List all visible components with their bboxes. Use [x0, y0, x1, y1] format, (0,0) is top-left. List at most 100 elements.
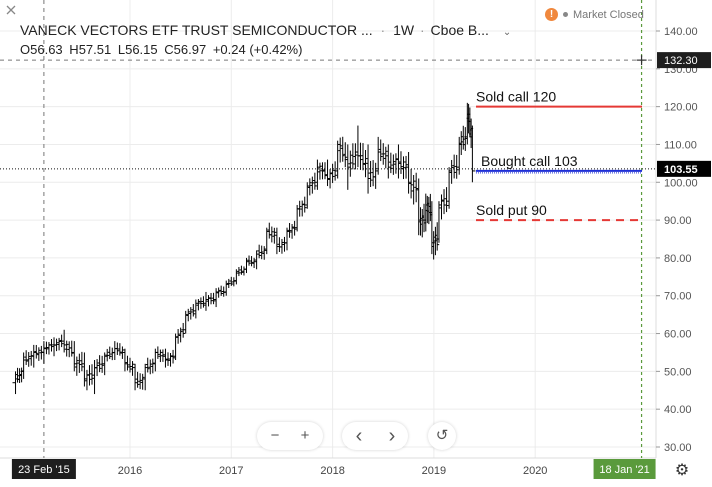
price-tick-label: 50.00	[664, 366, 692, 378]
ohlc-bar	[165, 352, 170, 366]
settings-gear-icon[interactable]: ⚙	[674, 462, 690, 479]
ohlc-bar	[19, 367, 24, 383]
ohlc-bar	[297, 200, 302, 217]
projection-date-text: 18 Jan '21	[599, 464, 649, 476]
ohlc-bar	[360, 143, 365, 171]
ohlc-bar	[236, 267, 241, 277]
ohlc-bar	[117, 343, 122, 356]
level-label: Sold put 90	[476, 202, 547, 218]
ohlc-bar	[330, 163, 335, 184]
ohlc-bar	[219, 285, 224, 296]
ohlc-bar	[148, 359, 153, 375]
ohlc-bar	[378, 139, 383, 162]
ohlc-bar	[206, 295, 211, 307]
ohlc-bar	[211, 292, 216, 305]
market-status[interactable]: ! Market Closed	[545, 8, 644, 21]
crosshair-date-text: 23 Feb '15	[18, 464, 70, 476]
ohlc-bar	[171, 349, 176, 364]
ohlc-bar	[411, 174, 416, 205]
ohlc-bar	[454, 154, 459, 179]
symbol-title[interactable]: VANECK VECTORS ETF TRUST SEMICONDUCTOR .…	[20, 22, 373, 38]
ohlc-bar	[209, 292, 214, 305]
ohlc-bar	[24, 350, 29, 365]
ohlc-bar	[323, 162, 328, 180]
close-label: C	[164, 42, 174, 57]
interval-label[interactable]: 1W	[393, 22, 415, 38]
time-tick-label: 2019	[422, 465, 446, 477]
ohlc-bar	[383, 146, 388, 169]
ohlc-bar	[64, 340, 69, 357]
ohlc-bar	[128, 357, 132, 373]
change-value: +0.24 (+0.42%)	[212, 42, 303, 57]
ohlc-bar	[444, 187, 449, 213]
ohlc-bar	[46, 342, 51, 355]
option-level-line: Sold call 120	[476, 89, 642, 108]
low-value: 56.15	[125, 42, 158, 57]
reset-chart-button[interactable]: ↺	[435, 427, 449, 444]
ohlc-bar	[229, 276, 234, 286]
price-tick-label: 90.00	[664, 215, 692, 227]
ohlc-bar	[36, 347, 41, 361]
ohlc-bar	[401, 156, 406, 180]
header-separator: ·	[380, 22, 386, 38]
ohlc-bar	[404, 155, 409, 179]
ohlc-bar	[310, 176, 315, 194]
zoom-in-button[interactable]: +	[300, 427, 310, 444]
ohlc-bar	[138, 373, 143, 390]
ohlc-bar	[358, 142, 363, 170]
ohlc-bar	[353, 143, 358, 170]
ohlc-bar	[105, 348, 110, 362]
crosshair-date-bg	[11, 459, 76, 479]
ohlc-bar	[290, 224, 295, 239]
close-value: 56.97	[173, 42, 207, 57]
symbol-header[interactable]: VANECK VECTORS ETF TRUST SEMICONDUCTOR .…	[20, 22, 511, 38]
ohlc-bar	[140, 373, 145, 390]
ohlc-bar	[191, 304, 196, 317]
scroll-right-button[interactable]: ›	[388, 425, 396, 447]
ohlc-bar	[252, 257, 257, 269]
time-tick-label: 2016	[118, 465, 142, 477]
ohlc-bar	[381, 143, 386, 165]
chevron-down-icon[interactable]: ⌄	[502, 27, 512, 38]
ohlc-bar	[277, 237, 282, 252]
ohlc-bar	[461, 125, 466, 150]
ohlc-bar	[463, 127, 468, 151]
ohlc-bar	[459, 131, 464, 155]
warning-icon[interactable]: !	[545, 8, 558, 21]
ohlc-bar	[100, 355, 105, 373]
price-tick-label: 30.00	[664, 442, 692, 454]
ohlc-bar	[79, 351, 84, 372]
ohlc-bar	[414, 172, 419, 203]
ohlc-bar	[388, 152, 393, 174]
ohlc-bar	[110, 347, 115, 361]
collapse-icon[interactable]	[6, 5, 16, 15]
ohlc-bar	[282, 236, 287, 252]
scroll-left-button[interactable]: ‹	[355, 425, 363, 447]
ohlc-bar	[158, 349, 163, 363]
ohlc-bar	[54, 338, 59, 352]
ohlc-bar	[409, 168, 414, 199]
ohlc-bar	[87, 365, 92, 386]
projection-date-label: 18 Jan '21	[593, 459, 656, 479]
ohlc-bar	[186, 308, 191, 322]
ohlc-bar	[312, 172, 317, 190]
ohlc-bar	[57, 337, 62, 351]
ohlc-bar	[340, 136, 345, 162]
ohlc-bar	[307, 178, 312, 196]
low-label: L	[117, 42, 126, 57]
time-tick-label: 2020	[523, 465, 547, 477]
ohlc-bar	[77, 353, 82, 373]
ohlc-bar	[90, 364, 95, 385]
price-bars	[12, 102, 476, 395]
zoom-out-button[interactable]: −	[270, 427, 280, 444]
ohlc-bar	[178, 327, 183, 343]
ohlc-bar	[320, 162, 325, 180]
ohlc-bar	[302, 196, 307, 213]
ohlc-bar	[287, 223, 292, 238]
ohlc-bar	[363, 149, 368, 178]
ohlc-bar	[168, 353, 173, 367]
option-level-line: Sold put 90	[476, 202, 642, 222]
ohlc-bar	[95, 359, 100, 377]
ohlc-bar	[97, 355, 102, 373]
